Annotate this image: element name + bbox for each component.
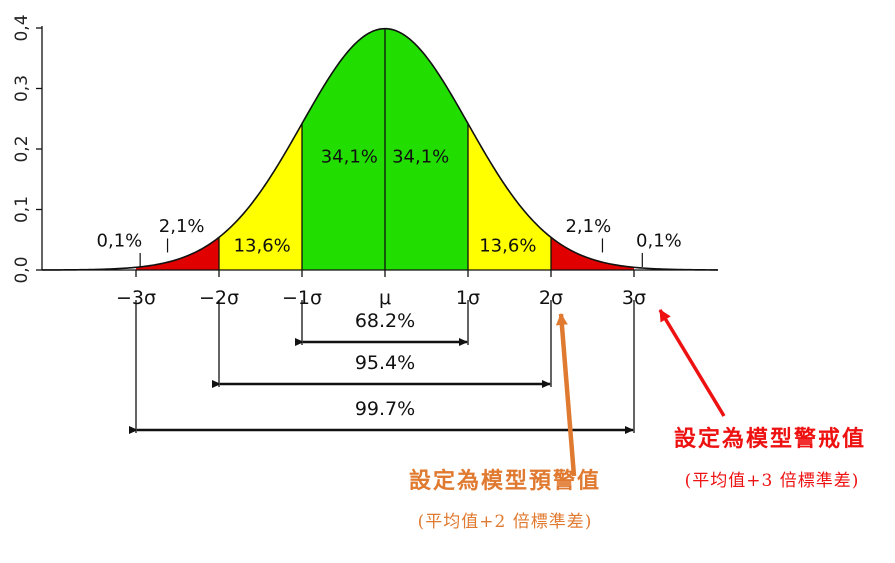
region-pct-label: 13,6%	[234, 235, 291, 256]
region-pct-label: 34,1%	[321, 146, 378, 167]
warning-title: 設定為模型預警值	[409, 468, 601, 494]
tail-pct-label: 0,1%	[636, 230, 682, 251]
region-pct-label: 2,1%	[159, 216, 205, 237]
region-pct-label: 34,1%	[392, 146, 449, 167]
range-label: 99.7%	[355, 398, 415, 420]
y-tick-label: 0,4	[12, 14, 32, 41]
x-tick-label: −1σ	[282, 287, 322, 309]
x-tick-label: μ	[379, 287, 391, 309]
region-6	[551, 237, 634, 270]
warning-arrow	[555, 313, 577, 477]
normal-curve-line	[42, 27, 719, 271]
x-tick-label: −2σ	[199, 287, 239, 309]
bell-curve	[42, 27, 719, 271]
region-labels: 2,1% 13,6% 34,1% 34,1% 13,6% 2,1% 0,1% 0,1%	[97, 146, 682, 267]
axes: 0,0 0,1 0,2 0,3 0,4 −3σ −2σ −1σ μ 1σ 2σ 3σ	[12, 14, 718, 309]
x-tick-label: −3σ	[116, 287, 156, 309]
alert-subtitle: (平均值+3 倍標準差)	[685, 471, 860, 491]
range-brackets: 68.2% 95.4% 99.7%	[129, 300, 635, 434]
region-pct-label: 2,1%	[565, 216, 611, 237]
sigma-divider-lines	[218, 28, 552, 270]
range-label: 68.2%	[355, 310, 415, 332]
x-tick-label: 3σ	[622, 287, 646, 309]
y-tick-label: 0,3	[12, 75, 32, 102]
region-1	[136, 237, 219, 270]
warning-subtitle: (平均值+2 倍標準差)	[418, 512, 593, 532]
alert-arrow	[658, 309, 726, 417]
range-label: 95.4%	[355, 352, 415, 374]
tail-pct-label: 0,1%	[97, 230, 143, 251]
y-tick-label: 0,1	[12, 196, 32, 223]
threshold-annotations: 設定為模型預警值 (平均值+2 倍標準差) 設定為模型警戒值 (平均值+3 倍標準差)	[409, 309, 866, 532]
x-tick-label: 1σ	[456, 287, 480, 309]
x-tick-label: 2σ	[539, 287, 563, 309]
y-tick-label: 0,2	[12, 135, 32, 162]
alert-title: 設定為模型警戒值	[674, 426, 866, 452]
y-tick-label: 0,0	[12, 256, 32, 283]
region-pct-label: 13,6%	[479, 235, 536, 256]
